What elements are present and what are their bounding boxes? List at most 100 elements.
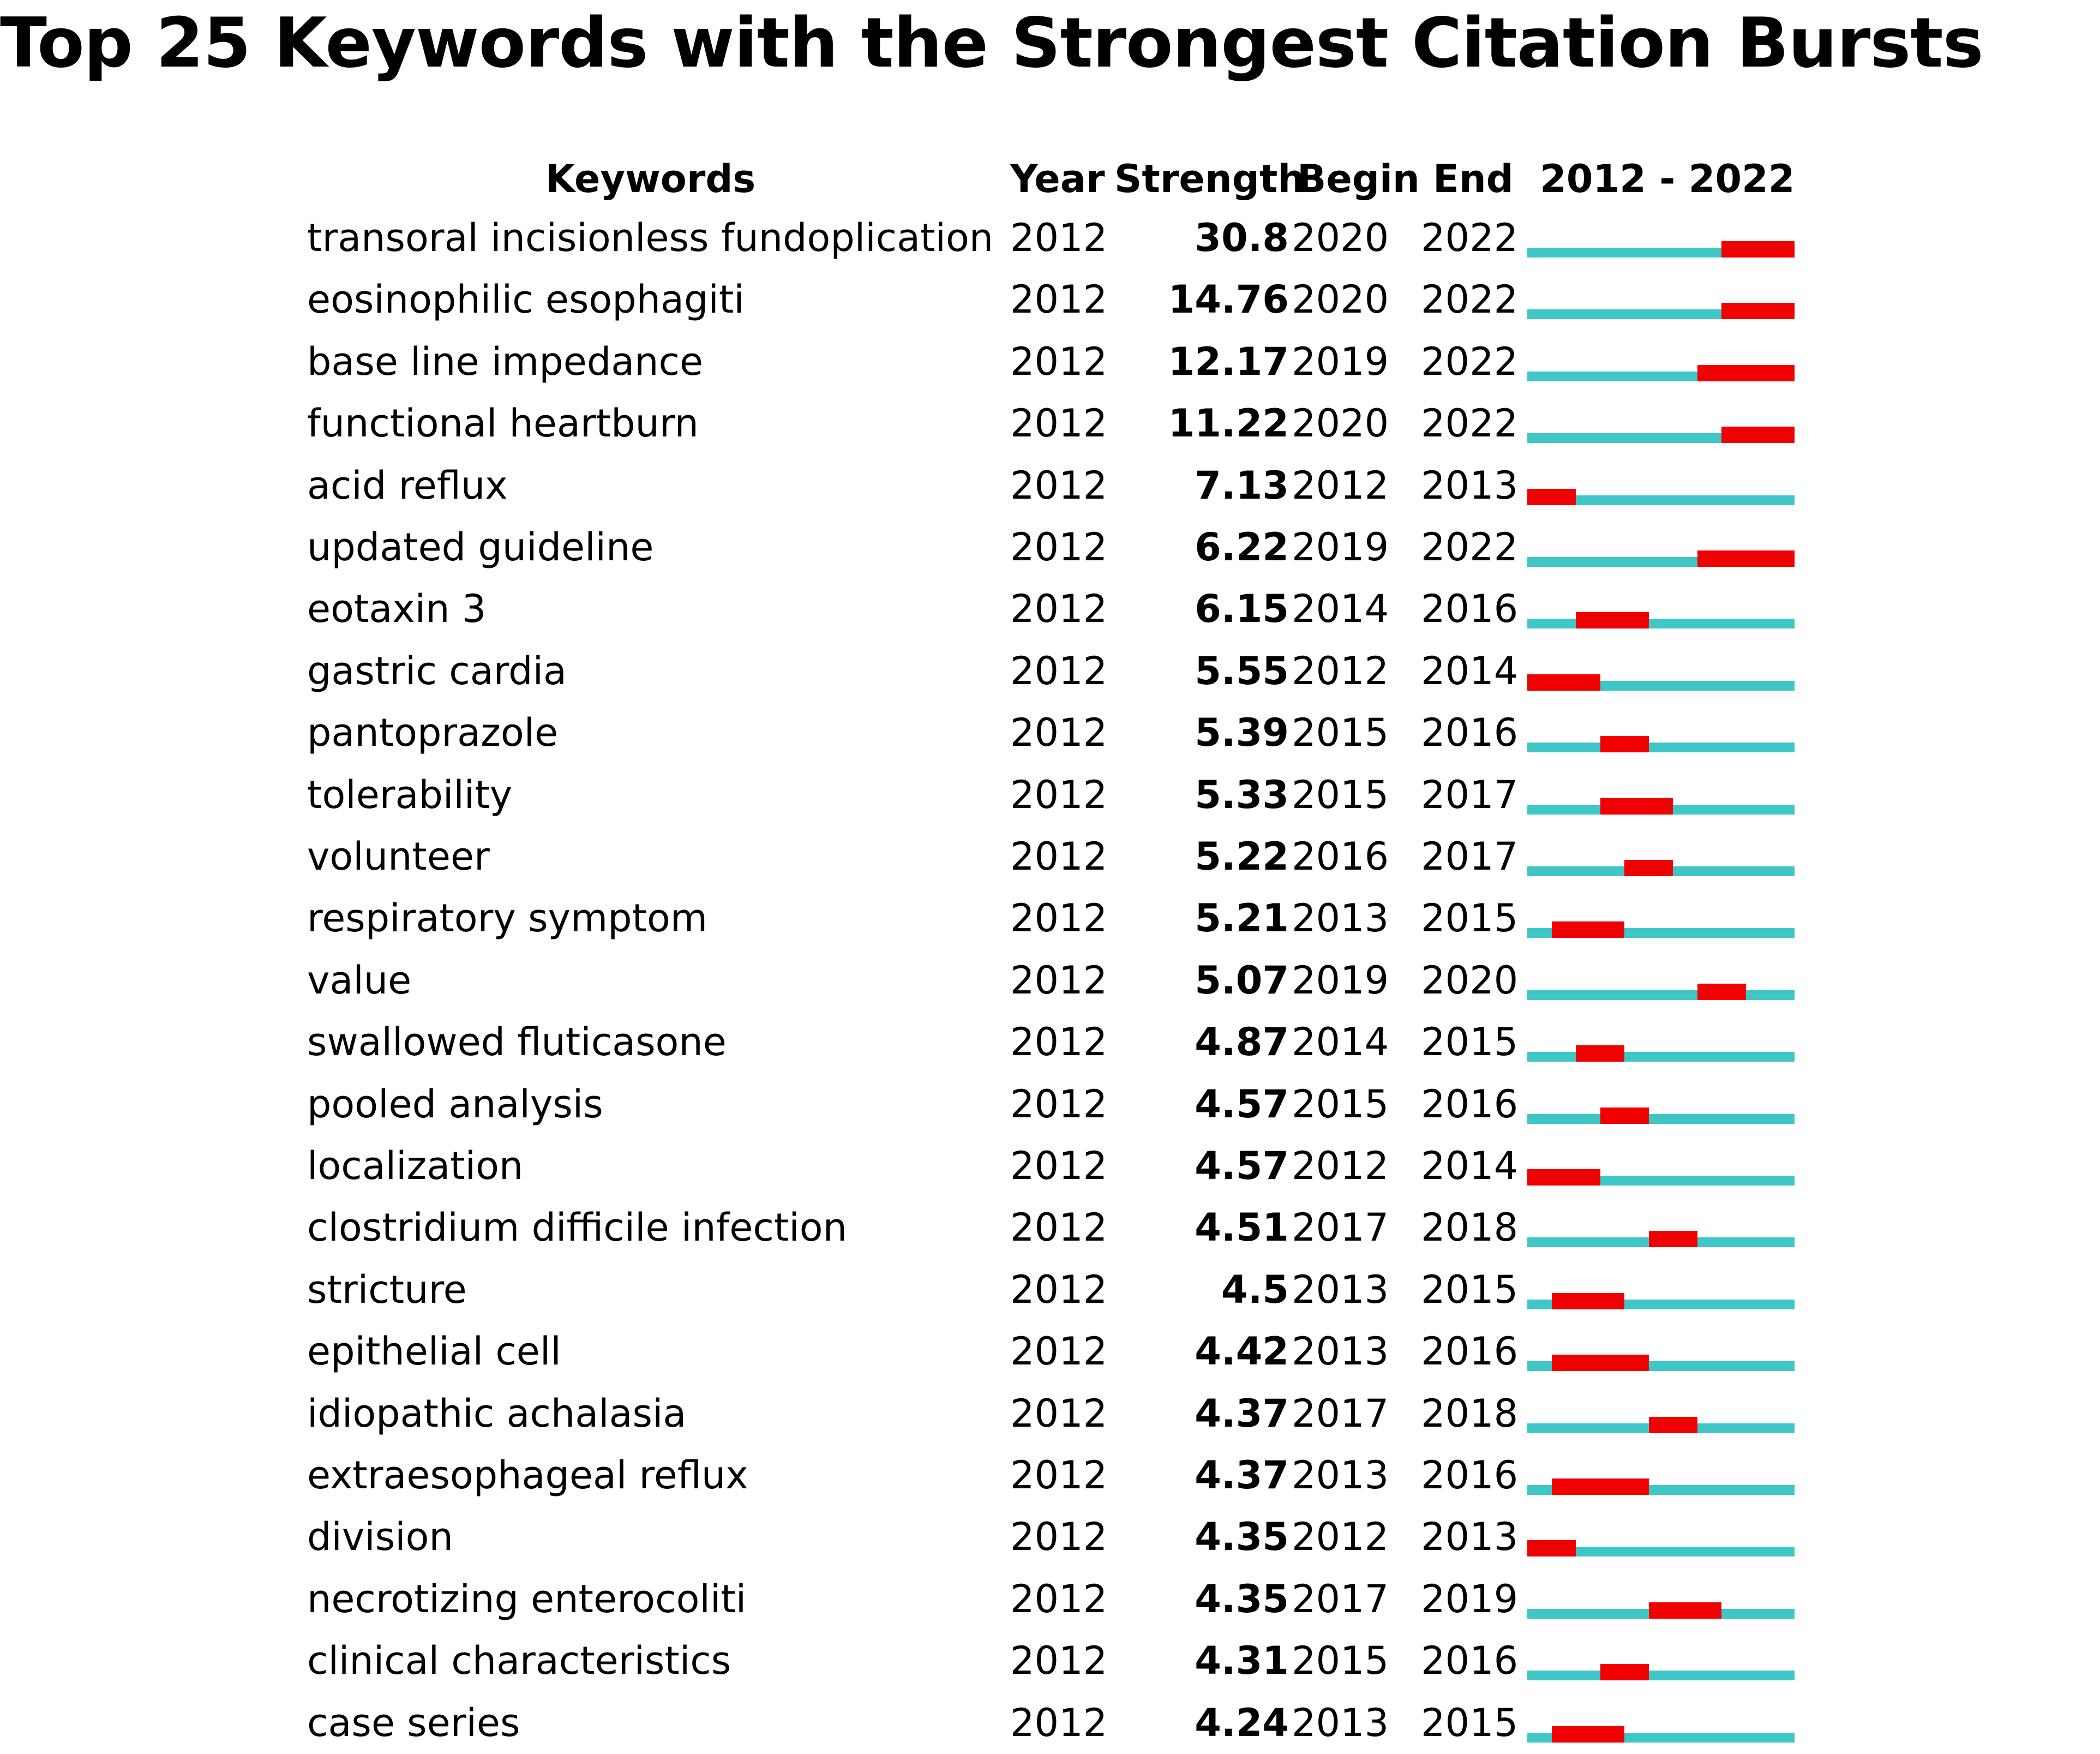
table-row: swallowed fluticasone 2012 4.87 2014 2015 bbox=[0, 1011, 2100, 1073]
table-row: pantoprazole 2012 5.39 2015 2016 bbox=[0, 702, 2100, 764]
burst-timeline bbox=[1527, 1383, 1795, 1445]
end-cell: 2020 bbox=[1421, 957, 1519, 1003]
table-row: volunteer 2012 5.22 2016 2017 bbox=[0, 826, 2100, 888]
year-cell: 2012 bbox=[1010, 1267, 1108, 1312]
table-row: tolerability 2012 5.33 2015 2017 bbox=[0, 764, 2100, 826]
strength-cell: 4.57 bbox=[1195, 1144, 1289, 1188]
timeline-baseline bbox=[1527, 990, 1795, 1000]
keyword-cell: gastric cardia bbox=[307, 648, 567, 693]
table-row: value 2012 5.07 2019 2020 bbox=[0, 950, 2100, 1011]
end-cell: 2017 bbox=[1421, 772, 1519, 817]
strength-cell: 5.21 bbox=[1195, 896, 1289, 941]
keyword-cell: swallowed fluticasone bbox=[307, 1020, 727, 1065]
year-cell: 2012 bbox=[1010, 1638, 1108, 1684]
year-cell: 2012 bbox=[1010, 339, 1108, 384]
header-begin: Begin bbox=[1297, 157, 1420, 201]
end-cell: 2022 bbox=[1421, 277, 1519, 322]
burst-timeline bbox=[1527, 517, 1795, 578]
keyword-cell: necrotizing enterocoliti bbox=[307, 1576, 747, 1621]
begin-cell: 2019 bbox=[1292, 957, 1389, 1003]
burst-timeline bbox=[1527, 950, 1795, 1011]
strength-cell: 6.22 bbox=[1195, 525, 1289, 570]
burst-segment bbox=[1600, 798, 1673, 815]
table-row: extraesophageal reflux 2012 4.37 2013 2016 bbox=[0, 1445, 2100, 1506]
keyword-cell: clinical characteristics bbox=[307, 1638, 731, 1684]
timeline-baseline bbox=[1527, 1114, 1795, 1124]
year-cell: 2012 bbox=[1010, 1329, 1108, 1374]
table-row: necrotizing enterocoliti 2012 4.35 2017 2019 bbox=[0, 1569, 2100, 1630]
burst-segment bbox=[1697, 983, 1746, 1000]
burst-segment bbox=[1648, 1231, 1697, 1248]
burst-timeline bbox=[1527, 1135, 1795, 1197]
begin-cell: 2012 bbox=[1292, 648, 1389, 693]
burst-timeline bbox=[1527, 826, 1795, 888]
year-cell: 2012 bbox=[1010, 957, 1108, 1003]
table-row: eosinophilic esophagiti 2012 14.76 2020 2022 bbox=[0, 269, 2100, 331]
burst-timeline bbox=[1527, 1074, 1795, 1135]
burst-timeline bbox=[1527, 764, 1795, 826]
end-cell: 2018 bbox=[1421, 1391, 1519, 1436]
header-year: Year bbox=[1010, 157, 1105, 201]
strength-cell: 7.13 bbox=[1195, 463, 1289, 508]
end-cell: 2014 bbox=[1421, 648, 1519, 693]
burst-segment bbox=[1527, 488, 1576, 505]
strength-cell: 4.37 bbox=[1195, 1391, 1289, 1436]
begin-cell: 2015 bbox=[1292, 772, 1389, 817]
year-cell: 2012 bbox=[1010, 1453, 1108, 1498]
strength-cell: 4.42 bbox=[1195, 1329, 1289, 1374]
begin-cell: 2013 bbox=[1292, 1453, 1389, 1498]
strength-cell: 5.22 bbox=[1195, 834, 1289, 879]
burst-segment bbox=[1697, 550, 1795, 567]
begin-cell: 2013 bbox=[1292, 1329, 1389, 1374]
burst-segment bbox=[1648, 1416, 1697, 1433]
table-row: localization 2012 4.57 2012 2014 bbox=[0, 1135, 2100, 1197]
end-cell: 2016 bbox=[1421, 1081, 1519, 1127]
begin-cell: 2017 bbox=[1292, 1576, 1389, 1621]
end-cell: 2015 bbox=[1421, 1020, 1519, 1065]
year-cell: 2012 bbox=[1010, 1205, 1108, 1250]
year-cell: 2012 bbox=[1010, 834, 1108, 879]
keyword-cell: localization bbox=[307, 1144, 524, 1188]
burst-timeline bbox=[1527, 1197, 1795, 1259]
burst-segment bbox=[1600, 1107, 1649, 1124]
year-cell: 2012 bbox=[1010, 1576, 1108, 1621]
strength-cell: 4.24 bbox=[1195, 1700, 1289, 1745]
keyword-cell: volunteer bbox=[307, 834, 490, 879]
begin-cell: 2020 bbox=[1292, 277, 1389, 322]
begin-cell: 2020 bbox=[1292, 401, 1389, 446]
strength-cell: 4.51 bbox=[1195, 1205, 1289, 1250]
burst-timeline bbox=[1527, 1259, 1795, 1321]
burst-segment bbox=[1600, 1664, 1649, 1681]
year-cell: 2012 bbox=[1010, 896, 1108, 941]
chart-title: Top 25 Keywords with the Strongest Citat… bbox=[0, 3, 1984, 83]
timeline-baseline bbox=[1527, 743, 1795, 753]
burst-segment bbox=[1721, 303, 1795, 320]
table-row: clostridium difficile infection 2012 4.51 2… bbox=[0, 1197, 2100, 1259]
begin-cell: 2015 bbox=[1292, 1638, 1389, 1684]
table-row: eotaxin 3 2012 6.15 2014 2016 bbox=[0, 578, 2100, 640]
strength-cell: 5.07 bbox=[1195, 957, 1289, 1003]
burst-timeline bbox=[1527, 578, 1795, 640]
burst-timeline bbox=[1527, 269, 1795, 331]
table-row: gastric cardia 2012 5.55 2012 2014 bbox=[0, 640, 2100, 702]
header-keywords: Keywords bbox=[545, 157, 756, 201]
keyword-cell: epithelial cell bbox=[307, 1329, 561, 1374]
burst-timeline bbox=[1527, 702, 1795, 764]
timeline-baseline bbox=[1527, 495, 1795, 505]
end-cell: 2022 bbox=[1421, 401, 1519, 446]
keyword-cell: respiratory symptom bbox=[307, 896, 708, 941]
table-row: case series 2012 4.24 2013 2015 bbox=[0, 1692, 2100, 1754]
strength-cell: 5.55 bbox=[1195, 648, 1289, 693]
table-row: respiratory symptom 2012 5.21 2013 2015 bbox=[0, 888, 2100, 949]
end-cell: 2015 bbox=[1421, 1700, 1519, 1745]
end-cell: 2022 bbox=[1421, 215, 1519, 260]
strength-cell: 6.15 bbox=[1195, 586, 1289, 632]
end-cell: 2022 bbox=[1421, 525, 1519, 570]
burst-timeline bbox=[1527, 1630, 1795, 1692]
keyword-cell: stricture bbox=[307, 1267, 467, 1312]
table-row: idiopathic achalasia 2012 4.37 2017 2018 bbox=[0, 1383, 2100, 1445]
timeline-baseline bbox=[1527, 1547, 1795, 1557]
begin-cell: 2020 bbox=[1292, 215, 1389, 260]
begin-cell: 2014 bbox=[1292, 1020, 1389, 1065]
